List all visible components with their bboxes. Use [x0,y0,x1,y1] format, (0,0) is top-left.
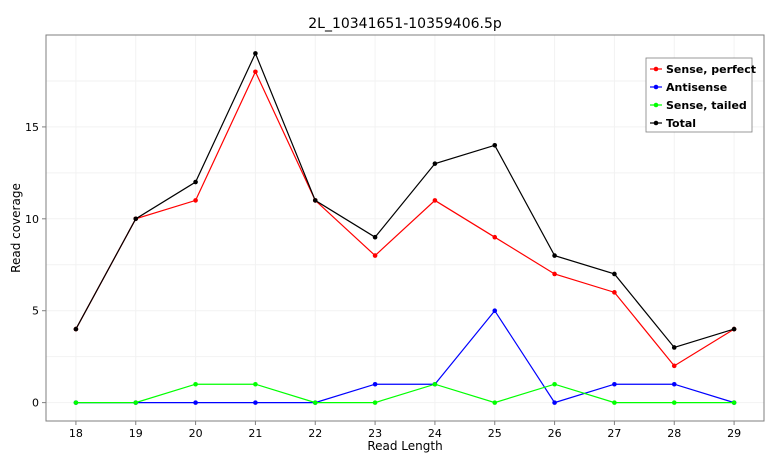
legend-box [645,57,753,133]
x-axis: 18 19 20 21 22 23 24 25 26 27 28 29 [69,421,741,440]
data-point-sense-perfect [253,69,258,75]
data-point-sense-tailed [612,400,617,405]
data-point-sense-tailed [492,400,498,405]
x-tick-label: 23 [368,427,382,440]
series-line-sense-perfect [75,70,735,367]
series-layer [73,51,737,405]
data-point-sense-tailed [552,381,557,387]
data-point-total [671,345,677,350]
legend-key-point [653,102,659,108]
data-point-sense-tailed [193,381,198,387]
series-line-sense-tailed [75,383,735,404]
y-tick-label: 15 [25,121,39,134]
data-point-sense-tailed [432,381,438,387]
data-point-antisense [552,400,557,405]
x-tick-label: 19 [129,427,143,440]
legend-key-point [653,84,659,90]
y-axis: 0 5 10 15 [25,121,46,410]
x-tick-label: 25 [488,427,502,440]
data-point-total [312,198,318,203]
legend-key-point [653,120,659,126]
data-point-total [552,253,557,258]
data-point-sense-perfect [193,198,198,203]
x-tick-label: 18 [69,427,83,440]
data-point-total [492,142,498,148]
data-point-sense-tailed [731,400,737,405]
x-tick-label: 27 [607,427,621,440]
data-point-total [133,216,139,222]
data-point-sense-tailed [133,400,139,405]
y-tick-label: 0 [32,397,39,410]
x-tick-label: 20 [189,427,203,440]
data-point-antisense [193,400,198,405]
y-axis-label: Read coverage [9,183,23,273]
legend-label-sense-perfect: Sense, perfect [666,63,756,76]
data-point-sense-perfect [671,363,677,369]
data-point-antisense [372,381,378,387]
x-tick-label: 24 [428,427,442,440]
data-point-sense-perfect [612,290,617,295]
x-tick-label: 26 [548,427,562,440]
data-point-total [253,51,258,56]
legend-key-point [653,66,659,72]
x-tick-label: 28 [667,427,681,440]
data-point-antisense [253,400,258,405]
data-point-sense-tailed [312,400,318,405]
data-point-antisense [671,381,677,387]
data-point-total [73,326,79,332]
series-line-antisense [75,309,735,404]
x-axis-label: Read Length [367,439,442,453]
data-point-sense-perfect [492,234,498,240]
data-point-sense-perfect [432,198,438,203]
chart-title: 2L_10341651-10359406.5p [308,16,502,32]
x-tick-label: 29 [727,427,741,440]
data-point-total [372,234,378,240]
data-point-sense-tailed [372,400,378,405]
data-point-sense-tailed [73,400,79,405]
data-point-total [193,179,198,185]
data-point-sense-perfect [552,271,557,277]
x-tick-label: 21 [248,427,262,440]
legend-label-sense-tailed: Sense, tailed [666,99,747,112]
data-point-total [731,326,737,332]
y-tick-label: 5 [32,305,39,318]
legend-label-total: Total [666,117,696,130]
data-point-antisense [612,381,617,387]
data-point-sense-tailed [253,381,258,387]
y-tick-label: 10 [25,213,39,226]
series-line-total [75,51,735,349]
data-point-antisense [492,308,498,314]
data-point-total [612,271,617,277]
data-point-sense-tailed [671,400,677,405]
data-point-sense-perfect [372,253,378,258]
data-point-total [432,161,438,166]
legend: Sense, perfect Antisense Sense, tailed Tota… [645,57,756,133]
legend-label-antisense: Antisense [666,81,727,94]
x-tick-label: 22 [308,427,322,440]
plot-panel [45,34,765,422]
